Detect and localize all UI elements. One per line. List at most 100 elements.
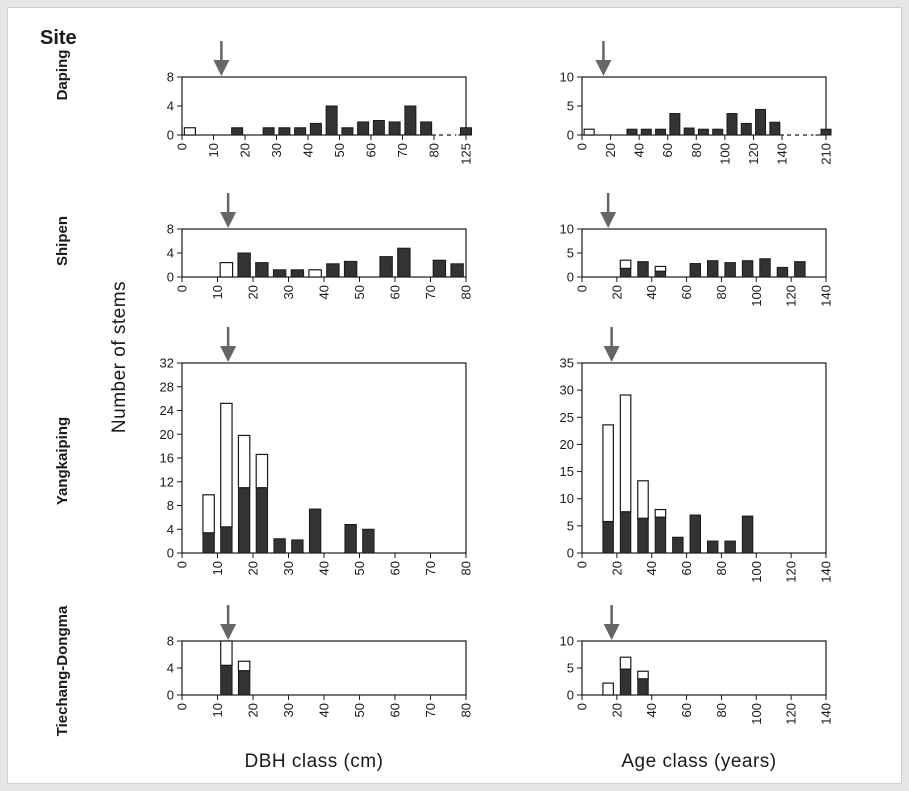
x-tick-label: 20 xyxy=(246,561,261,575)
bar-filled xyxy=(724,540,736,554)
bar-open xyxy=(654,508,667,518)
plot-frame xyxy=(581,76,827,136)
y-tick-label: 0 xyxy=(567,688,574,703)
y-tick-label: 0 xyxy=(167,546,174,561)
y-tick-label: 25 xyxy=(560,410,574,425)
y-tick-label: 0 xyxy=(167,128,174,143)
bar-open xyxy=(619,656,632,670)
bar-open xyxy=(619,259,632,269)
y-tick-label: 35 xyxy=(560,356,574,371)
y-tick-label: 0 xyxy=(567,128,574,143)
x-tick-label: 70 xyxy=(423,561,438,575)
bar-filled xyxy=(619,511,632,554)
x-tick-label: 80 xyxy=(459,561,474,575)
bar-filled xyxy=(712,128,724,136)
bar-filled xyxy=(273,538,286,554)
bar-filled xyxy=(654,270,667,278)
x-tick-label: 120 xyxy=(784,703,799,725)
x-tick-label: 60 xyxy=(388,561,403,575)
bar-filled xyxy=(619,267,632,278)
bar-open xyxy=(637,480,649,519)
x-tick-label: 30 xyxy=(281,703,296,717)
x-tick-label: 100 xyxy=(749,561,764,583)
bar-filled xyxy=(706,540,719,554)
x-tick-label: 40 xyxy=(632,143,647,157)
panel-yangkaiping-age: 0 5 10 15 20 25 30 35 0 20 40 60 80 100 120 140 xyxy=(560,327,834,583)
arrow-marker xyxy=(603,605,620,640)
bar-open xyxy=(183,127,196,136)
bar-filled xyxy=(706,260,719,278)
x-tick-label: 20 xyxy=(609,703,624,717)
y-axis-title: Number of stems xyxy=(109,281,130,433)
plot-frame xyxy=(581,362,827,554)
y-tick-label: 4 xyxy=(167,99,174,114)
bar-filled xyxy=(820,128,832,136)
x-tick-label: 0 xyxy=(575,561,590,568)
x-tick-label: 60 xyxy=(388,285,403,299)
bar-filled xyxy=(294,127,307,136)
bar-filled xyxy=(740,122,752,136)
bar-filled xyxy=(357,121,370,136)
bar-filled xyxy=(794,261,806,278)
y-tick-label: 5 xyxy=(567,518,574,533)
bar-filled xyxy=(637,678,649,696)
bar-filled xyxy=(255,262,269,278)
y-tick-label: 10 xyxy=(560,222,574,237)
x-tick-label: 10 xyxy=(210,285,225,299)
x-tick-label: 50 xyxy=(352,285,367,299)
y-tick-label: 10 xyxy=(560,491,574,506)
arrow-marker xyxy=(220,605,237,640)
bar-filled xyxy=(697,128,709,136)
bar-filled xyxy=(272,269,287,278)
x-tick-label: 20 xyxy=(246,285,261,299)
x-tick-label: 120 xyxy=(746,143,761,165)
bar-open xyxy=(237,660,251,672)
y-tick-label: 20 xyxy=(560,437,574,452)
bar-filled xyxy=(362,528,375,554)
figure-frame: Site Number of stems DBH class (cm) Age … xyxy=(7,7,902,784)
bar-filled xyxy=(769,121,781,136)
y-tick-label: 10 xyxy=(560,634,574,649)
arrow-marker xyxy=(220,193,237,228)
bar-filled xyxy=(741,515,754,554)
x-tick-label: 80 xyxy=(459,703,474,717)
chart-figure: Site Number of stems DBH class (cm) Age … xyxy=(40,27,834,772)
bar-filled xyxy=(404,105,417,136)
x-tick-label: 40 xyxy=(317,561,332,575)
x-tick-label: 20 xyxy=(603,143,618,157)
x-tick-label: 60 xyxy=(364,143,379,157)
y-tick-label: 4 xyxy=(167,661,174,676)
y-tick-label: 4 xyxy=(167,522,174,537)
x-tick-label: 50 xyxy=(352,561,367,575)
x-tick-label: 120 xyxy=(784,285,799,307)
x-tick-label: 210 xyxy=(819,143,834,165)
bar-filled xyxy=(325,105,338,136)
arrow-marker xyxy=(595,41,612,76)
x-tick-label: 100 xyxy=(717,143,732,165)
x-tick-label: 140 xyxy=(819,561,834,583)
site-label-tiechang-dongma: Tiechang-Dongma xyxy=(54,605,71,736)
x-tick-label: 20 xyxy=(609,285,624,299)
bar-filled xyxy=(343,260,358,278)
y-tick-label: 5 xyxy=(567,246,574,261)
bar-open xyxy=(308,269,322,278)
bar-filled xyxy=(308,508,322,554)
bar-filled xyxy=(672,536,684,554)
site-label-shipen: Shipen xyxy=(54,216,71,266)
arrow-marker xyxy=(600,193,617,228)
bar-filled xyxy=(689,263,702,278)
x-tick-label: 40 xyxy=(644,285,659,299)
bar-filled xyxy=(372,120,385,136)
x-tick-label: 80 xyxy=(714,561,729,575)
bar-filled xyxy=(231,127,244,136)
bar-filled xyxy=(637,517,649,554)
bar-filled xyxy=(726,113,738,136)
x-tick-label: 70 xyxy=(423,285,438,299)
y-tick-label: 5 xyxy=(567,99,574,114)
x-tick-label: 70 xyxy=(395,143,410,157)
bar-filled xyxy=(759,258,771,278)
bar-filled xyxy=(237,670,251,696)
x-tick-label: 50 xyxy=(332,143,347,157)
